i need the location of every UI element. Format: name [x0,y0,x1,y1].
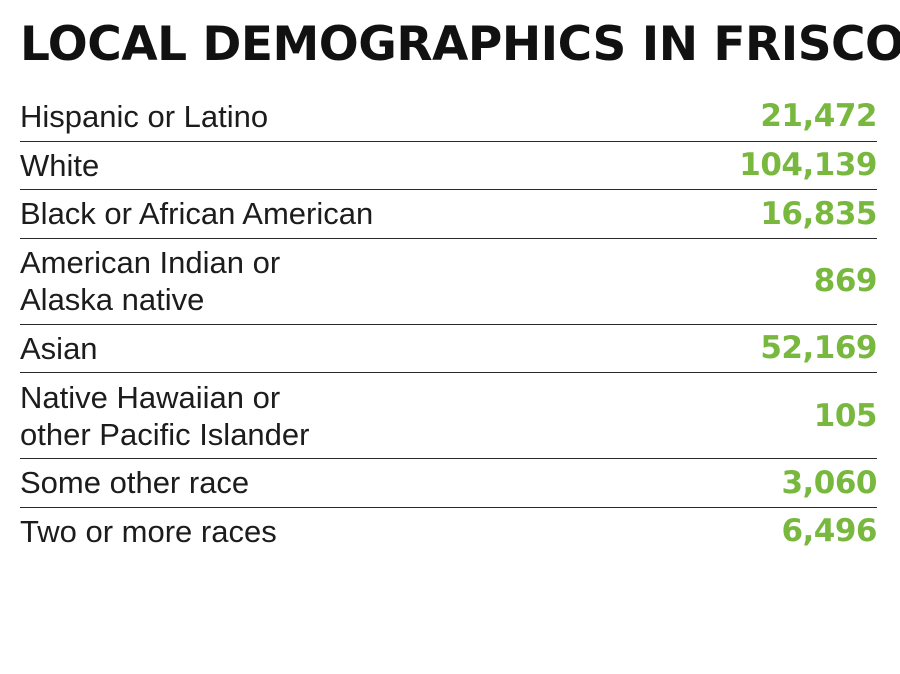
row-value: 6,496 [781,513,877,550]
row-label: Asian [20,330,98,366]
row-value: 105 [813,397,878,434]
table-row: Some other race 3,060 [20,458,877,507]
row-label: Native Hawaiian or other Pacific Islande… [20,379,310,452]
table-row: White 104,139 [20,140,877,190]
row-value: 21,472 [760,98,877,135]
table-row: Two or more races 6,496 [20,506,877,556]
row-label: Some other race [20,465,250,501]
table-row: Black or African American 16,835 [20,189,877,238]
row-label: Two or more races [20,513,277,549]
row-value: 104,139 [739,147,877,184]
table-row: American Indian or Alaska native 869 [20,237,878,324]
row-label: Black or African American [20,196,374,232]
row-label: White [20,147,100,183]
chart-title: LOCAL DEMOGRAPHICS IN FRISCO* [20,17,900,72]
row-value: 3,060 [781,464,877,501]
table-row: Native Hawaiian or other Pacific Islande… [20,372,878,458]
row-label: American Indian or Alaska native [20,245,281,317]
row-value: 52,169 [760,330,877,367]
row-value: 16,835 [760,195,877,232]
table-row: Hispanic or Latino 21,472 [20,92,877,141]
row-value: 869 [813,263,878,299]
table-row: Asian 52,169 [20,323,877,373]
demographics-table: Hispanic or Latino 21,472 White 104,139 … [20,92,878,556]
row-label: Hispanic or Latino [20,98,269,134]
